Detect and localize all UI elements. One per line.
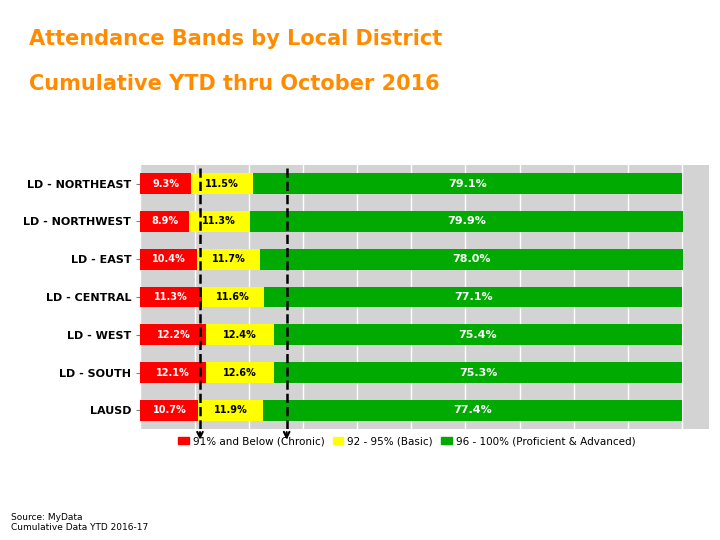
Text: 78.0%: 78.0% — [452, 254, 490, 264]
Bar — [140, 325, 207, 345]
Text: 10.7%: 10.7% — [153, 406, 186, 415]
Text: 11.7%: 11.7% — [212, 254, 246, 264]
Text: Attendance Bands by Local District: Attendance Bands by Local District — [29, 30, 442, 50]
Bar — [207, 325, 274, 345]
Text: 12.4%: 12.4% — [223, 330, 257, 340]
Text: 12.1%: 12.1% — [156, 368, 190, 377]
Bar — [199, 400, 263, 421]
Bar — [253, 173, 682, 194]
Bar — [264, 287, 682, 307]
Bar — [140, 211, 189, 232]
Text: 9.3%: 9.3% — [152, 179, 179, 188]
Bar — [274, 325, 682, 345]
Text: 11.3%: 11.3% — [202, 217, 236, 226]
Text: 77.4%: 77.4% — [453, 406, 492, 415]
Text: 11.3%: 11.3% — [154, 292, 188, 302]
Bar — [140, 362, 206, 383]
Bar — [250, 211, 683, 232]
Text: 11.5%: 11.5% — [205, 179, 239, 188]
Text: Cumulative YTD thru October 2016: Cumulative YTD thru October 2016 — [29, 74, 439, 94]
Text: 8.9%: 8.9% — [151, 217, 178, 226]
Bar — [140, 287, 202, 307]
Bar — [263, 400, 682, 421]
Text: Proficient/Advanced
LCAP TARGET= 73%: Proficient/Advanced LCAP TARGET= 73% — [268, 133, 387, 156]
Bar — [140, 400, 199, 421]
Bar — [274, 362, 682, 383]
Text: 75.3%: 75.3% — [459, 368, 498, 377]
Bar — [206, 362, 274, 383]
Text: 11.9%: 11.9% — [214, 406, 248, 415]
Text: 12.2%: 12.2% — [156, 330, 190, 340]
Text: 79.9%: 79.9% — [447, 217, 486, 226]
Text: 11.6%: 11.6% — [216, 292, 250, 302]
Bar — [191, 173, 253, 194]
Text: 75.4%: 75.4% — [459, 330, 498, 340]
Text: 12.6%: 12.6% — [223, 368, 257, 377]
Bar — [260, 249, 683, 269]
Text: Source: MyData
Cumulative Data YTD 2016-17: Source: MyData Cumulative Data YTD 2016-… — [11, 512, 148, 532]
Text: 10.4%: 10.4% — [152, 254, 186, 264]
Bar — [140, 173, 191, 194]
Bar — [202, 287, 264, 307]
Text: Chronic Absences
LCAP TARGET= 11%: Chronic Absences LCAP TARGET= 11% — [145, 133, 261, 156]
Legend: 91% and Below (Chronic), 92 - 95% (Basic), 96 - 100% (Proficient & Advanced): 91% and Below (Chronic), 92 - 95% (Basic… — [174, 433, 639, 450]
Text: 79.1%: 79.1% — [448, 179, 487, 188]
Bar — [140, 249, 197, 269]
Text: 77.1%: 77.1% — [454, 292, 492, 302]
Bar — [197, 249, 260, 269]
Bar — [189, 211, 250, 232]
